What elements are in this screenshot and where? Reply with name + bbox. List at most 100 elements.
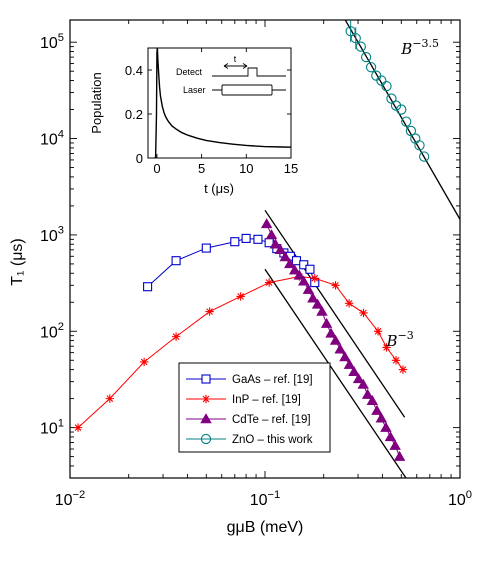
data-point xyxy=(380,421,392,432)
data-point xyxy=(419,151,430,162)
y-tick-label: 103 xyxy=(40,225,64,245)
legend-label: ZnO – this work xyxy=(232,434,313,446)
data-point xyxy=(284,258,296,269)
data-point xyxy=(390,100,402,111)
data-point xyxy=(311,298,324,309)
data-point xyxy=(357,378,369,389)
data-point xyxy=(302,283,315,294)
data-point xyxy=(359,308,368,318)
data-point xyxy=(361,388,374,399)
data-point xyxy=(274,244,287,255)
inset-plot: 0 5 10 15 0 0.2 0.4 t (μs) Population Detect … xyxy=(89,47,298,196)
data-point xyxy=(325,327,337,338)
data-point xyxy=(331,281,340,290)
data-point xyxy=(105,394,115,403)
data-point xyxy=(310,274,319,283)
x-tick-labels: 10−2 10−1 100 xyxy=(55,489,472,509)
x-tick-label: 10−2 xyxy=(55,489,86,509)
pulse-sequence-diagram: Detect Laser t xyxy=(176,54,286,96)
data-point xyxy=(298,275,310,286)
inset-plot-frame xyxy=(147,47,292,159)
data-point xyxy=(320,317,333,328)
legend: GaAs – ref. [19] InP – ref. [19] CdTe – re… xyxy=(178,362,331,453)
fit-lines xyxy=(264,20,460,478)
data-point xyxy=(414,140,425,151)
data-point xyxy=(344,299,354,308)
data-point xyxy=(339,351,351,362)
fit-line xyxy=(264,209,406,418)
data-point xyxy=(230,237,240,247)
data-point xyxy=(253,234,263,244)
data-point xyxy=(241,233,251,243)
data-point xyxy=(236,292,245,301)
series-inp xyxy=(73,272,408,432)
data-point xyxy=(343,358,356,369)
data-point xyxy=(376,75,387,86)
inset-x-tick-label: 15 xyxy=(284,161,298,176)
fit-line xyxy=(344,20,460,220)
inset-series-line xyxy=(154,48,291,158)
data-point xyxy=(305,264,315,274)
data-point xyxy=(329,334,342,345)
data-point xyxy=(391,356,401,365)
data-point xyxy=(264,278,274,287)
series-zno xyxy=(345,20,430,162)
laser-pulse-trace xyxy=(212,84,286,96)
data-point xyxy=(401,116,412,127)
data-point xyxy=(373,327,383,336)
data-point xyxy=(393,450,406,461)
legend-marker xyxy=(200,413,212,424)
detect-pulse-label: Detect xyxy=(176,67,203,77)
inset-decay-curve xyxy=(154,48,291,158)
fit-annotation: B−3.5 xyxy=(400,37,439,58)
data-point xyxy=(73,423,83,432)
data-point xyxy=(139,357,149,367)
legend-marker xyxy=(200,433,212,445)
y-tick-label: 102 xyxy=(40,321,64,341)
y-tick-label: 101 xyxy=(40,417,64,437)
x-tick-label: 100 xyxy=(448,489,472,509)
inset-x-tick-label: 5 xyxy=(198,161,205,176)
inset-x-tick-label: 10 xyxy=(239,161,253,176)
fit-line xyxy=(264,268,407,478)
data-point xyxy=(405,125,417,137)
data-point xyxy=(171,256,181,266)
fit-annotation: B−3 xyxy=(386,329,414,350)
data-point xyxy=(334,343,346,354)
data-point xyxy=(352,373,365,384)
x-tick-label: 10−1 xyxy=(250,489,281,509)
data-point xyxy=(381,80,392,92)
legend-label: GaAs – ref. [19] xyxy=(232,374,313,386)
data-point xyxy=(201,243,211,253)
data-point xyxy=(171,332,181,341)
main-tick-marks xyxy=(69,20,461,479)
x-axis-label: gμB (meV) xyxy=(227,519,304,536)
detect-pulse-trace xyxy=(212,67,286,77)
data-point xyxy=(355,41,366,52)
legend-label: CdTe – ref. [19] xyxy=(232,414,311,426)
inset-y-tick-labels: 0 0.2 0.4 xyxy=(125,63,143,166)
data-point xyxy=(360,51,372,63)
inset-y-tick-label: 0.4 xyxy=(125,63,143,78)
data-point xyxy=(386,93,397,104)
inset-y-tick-label: 0 xyxy=(136,151,143,166)
y-tick-label: 105 xyxy=(40,32,64,52)
legend-marker xyxy=(201,374,211,384)
inset-x-axis-label: t (μs) xyxy=(204,181,234,196)
data-point xyxy=(265,229,278,240)
inset-x-tick-labels: 0 5 10 15 xyxy=(153,161,298,176)
inset-y-axis-label: Population xyxy=(89,72,104,133)
data-point xyxy=(269,238,282,249)
data-point xyxy=(345,26,356,37)
data-point xyxy=(371,404,383,415)
fit-annotations: B−3.5 B−3 xyxy=(386,37,440,350)
inset-x-tick-label: 0 xyxy=(153,161,160,176)
inset-y-tick-label: 0.2 xyxy=(125,107,143,122)
y-tick-label: 104 xyxy=(40,128,64,148)
data-point xyxy=(307,292,319,303)
data-point xyxy=(375,412,388,423)
data-point xyxy=(365,62,377,73)
data-point xyxy=(398,365,408,374)
laser-pulse-label: Laser xyxy=(183,85,206,95)
